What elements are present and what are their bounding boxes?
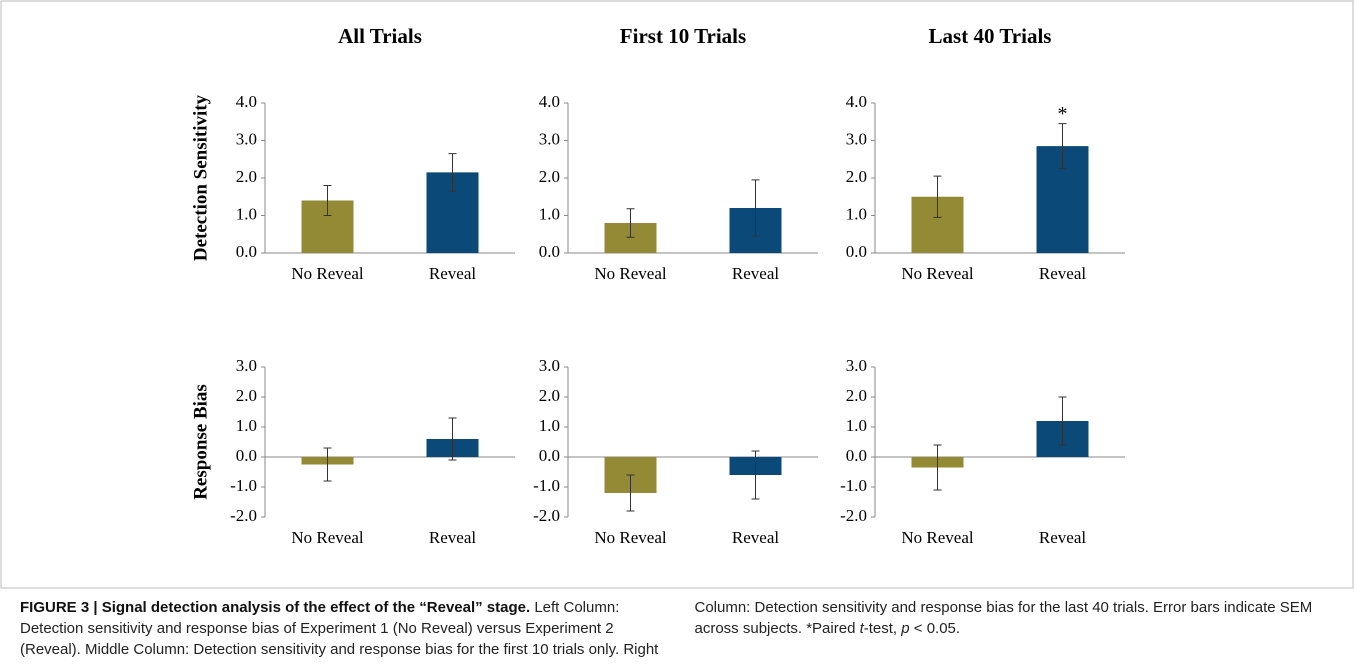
chart-title: First 10 Trials <box>620 24 746 48</box>
x-tick-label: No Reveal <box>291 528 364 547</box>
y-axis-label: Detection Sensitivity <box>190 94 211 261</box>
y-tick-label: 2.0 <box>236 386 257 405</box>
x-tick-label: Reveal <box>429 264 476 283</box>
y-tick-label: 2.0 <box>539 386 560 405</box>
error-bar <box>448 417 457 461</box>
x-tick-label: Reveal <box>1039 528 1086 547</box>
caption: FIGURE 3 | Signal detection analysis of … <box>20 597 1335 660</box>
y-tick-label: 0.0 <box>539 242 560 261</box>
error-bar <box>1058 123 1067 170</box>
y-tick-label: 4.0 <box>846 92 867 111</box>
error-bar <box>751 450 760 500</box>
y-tick-label: 4.0 <box>539 92 560 111</box>
y-tick-label: 1.0 <box>846 204 867 223</box>
y-tick-label: 0.0 <box>539 446 560 465</box>
error-bar <box>448 153 457 192</box>
chart-title: All Trials <box>338 24 422 48</box>
x-tick-label: Reveal <box>732 264 779 283</box>
y-tick-label: -1.0 <box>230 476 257 495</box>
y-tick-label: 3.0 <box>539 129 560 148</box>
y-tick-label: -2.0 <box>840 506 867 525</box>
y-tick-label: 2.0 <box>846 386 867 405</box>
y-tick-label: 2.0 <box>846 167 867 186</box>
y-tick-label: 3.0 <box>539 356 560 375</box>
caption-label: FIGURE 3 | Signal detection analysis of … <box>20 599 531 616</box>
y-tick-label: 0.0 <box>846 446 867 465</box>
error-bar <box>933 444 942 491</box>
x-tick-label: Reveal <box>1039 264 1086 283</box>
x-tick-label: No Reveal <box>901 264 974 283</box>
y-tick-label: 2.0 <box>539 167 560 186</box>
y-tick-label: -1.0 <box>840 476 867 495</box>
x-tick-label: No Reveal <box>594 264 667 283</box>
y-tick-label: -1.0 <box>533 476 560 495</box>
figure: All Trials Detection Sensitivity 0.0 1.0 2.0… <box>0 0 1354 589</box>
error-bar <box>323 185 332 216</box>
error-bar <box>751 179 760 237</box>
error-bar <box>933 175 942 218</box>
error-bar <box>626 474 635 512</box>
annotation: * <box>1058 103 1068 125</box>
y-tick-label: 3.0 <box>846 356 867 375</box>
y-tick-label: -2.0 <box>533 506 560 525</box>
y-axis-label: Response Bias <box>190 384 211 500</box>
y-tick-label: 1.0 <box>846 416 867 435</box>
caption-text: p <box>901 620 910 637</box>
x-tick-label: No Reveal <box>594 528 667 547</box>
y-tick-label: 3.0 <box>236 129 257 148</box>
y-tick-label: 0.0 <box>236 242 257 261</box>
x-tick-label: No Reveal <box>901 528 974 547</box>
x-tick-label: Reveal <box>429 528 476 547</box>
error-bar <box>626 208 635 238</box>
caption-text: < 0.05. <box>909 620 961 637</box>
x-tick-label: Reveal <box>732 528 779 547</box>
y-tick-label: 3.0 <box>846 129 867 148</box>
chart-title: Last 40 Trials <box>929 24 1052 48</box>
caption-text: -test, <box>863 620 902 637</box>
y-tick-label: 3.0 <box>236 356 257 375</box>
y-tick-label: 0.0 <box>846 242 867 261</box>
y-tick-label: 1.0 <box>539 204 560 223</box>
error-bar <box>323 447 332 482</box>
y-tick-label: 2.0 <box>236 167 257 186</box>
y-tick-label: -2.0 <box>230 506 257 525</box>
y-tick-label: 1.0 <box>236 416 257 435</box>
figure-frame <box>0 0 1354 589</box>
caption-body: Left Column: Detection sensitivity and r… <box>20 599 1312 658</box>
y-tick-label: 4.0 <box>236 92 257 111</box>
error-bar <box>1058 396 1067 446</box>
y-tick-label: 1.0 <box>236 204 257 223</box>
y-tick-label: 1.0 <box>539 416 560 435</box>
caption-text: t <box>859 620 864 637</box>
caption-text: Left Column: Detection sensitivity and r… <box>20 599 1313 658</box>
x-tick-label: No Reveal <box>291 264 364 283</box>
y-tick-label: 0.0 <box>236 446 257 465</box>
